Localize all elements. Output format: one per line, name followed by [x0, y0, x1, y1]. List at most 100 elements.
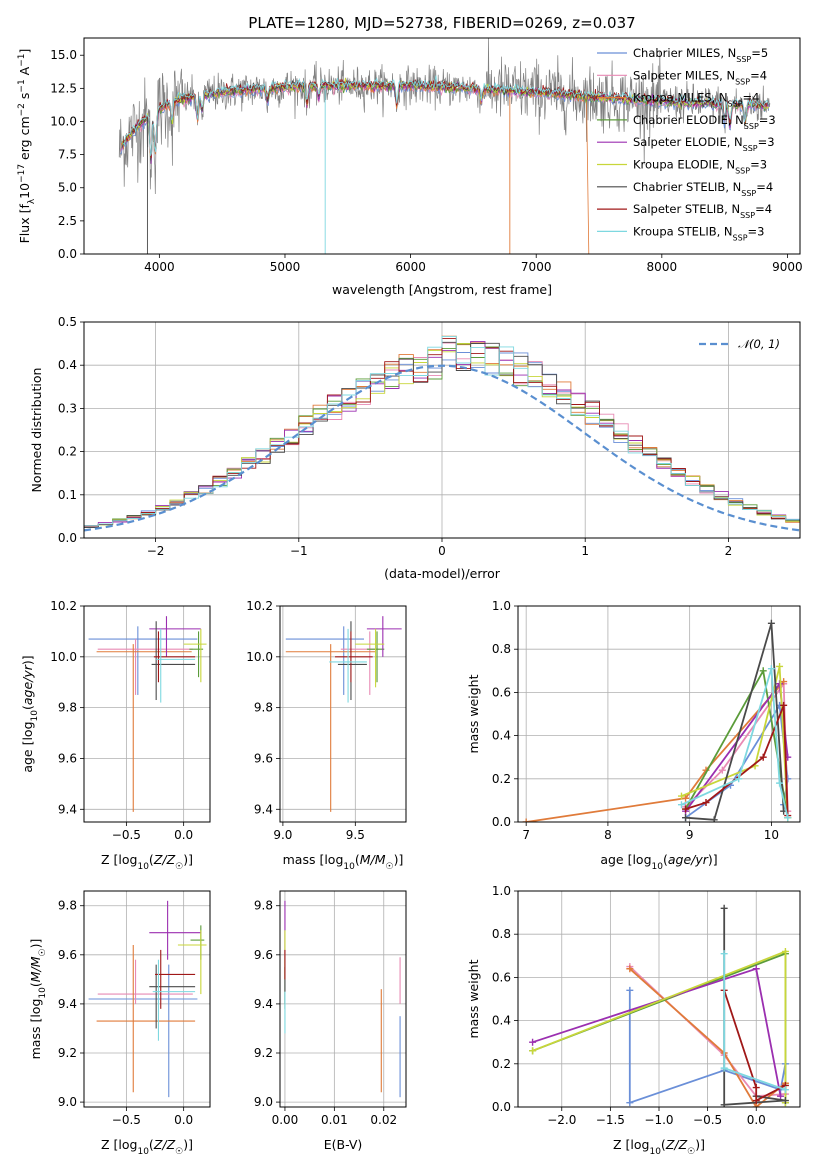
x-tick-label: −0.5: [693, 1113, 722, 1127]
axes-frame: [83, 37, 801, 255]
weight-marker: [682, 805, 690, 813]
x-tick-label: 5000: [270, 260, 301, 274]
x-tick-label: −1: [290, 544, 308, 558]
panel-weight_vs_age: 7 8 9 10 0.0 0.2 0.4 0.6 0.8 1.0: [492, 599, 801, 842]
y-tick-label: 2.5: [58, 214, 77, 228]
y-tick-label: 9.0: [58, 1095, 77, 1109]
y-tick-label: 0.3: [58, 401, 77, 415]
y-tick-label: 10.0: [50, 650, 77, 664]
x-axis-label: Z [log10(Z/Z☉)]: [101, 1137, 193, 1157]
weight-marker: [529, 1047, 537, 1055]
weight-marker: [752, 1097, 760, 1105]
errorbar-elodie_kroupa: [183, 628, 207, 683]
x-tick-label: 6000: [395, 260, 426, 274]
errorbar-stelib_salpeter: [155, 949, 196, 1009]
y-tick-label: 9.8: [254, 701, 273, 715]
x-tick-label: −1.0: [644, 1113, 673, 1127]
legend-entry: Kroupa ELODIE, NSSP=3: [633, 158, 767, 176]
y-tick-label: 10.2: [246, 599, 273, 613]
y-tick-label: 0.4: [492, 729, 511, 743]
weight-marker: [767, 665, 775, 673]
panel-mass_vs_EBV: 0.00 0.01 0.02 9.0 9.2 9.4 9.6 9.8: [254, 890, 407, 1127]
y-tick-label: 0.2: [58, 445, 77, 459]
axes-frame: [279, 890, 407, 1108]
y-tick-label: 10.2: [50, 599, 77, 613]
weight-marker: [720, 904, 728, 912]
panel-spectrum: 4000 5000 6000 7000 8000 9000 0.0 2.5 5.0 7.5 10.0…: [50, 37, 803, 274]
x-tick-label: 0.0: [747, 1113, 766, 1127]
errorbar-miles_kroupa: [96, 945, 196, 1093]
y-tick-label: 9.8: [254, 899, 273, 913]
normal-curve: [84, 364, 800, 532]
y-tick-label: 0.2: [492, 1057, 511, 1071]
plot-area: [88, 616, 207, 812]
errorbar-miles_chabrier: [285, 626, 364, 695]
y-tick-label: 0.2: [492, 772, 511, 786]
plot-area: [284, 900, 401, 1098]
plot-area: [88, 900, 207, 1098]
axes-frame: [83, 890, 211, 1108]
x-axis-label: E(B-V): [324, 1137, 363, 1152]
weight-line: [685, 623, 785, 821]
y-tick-label: 0.5: [58, 315, 77, 329]
series-elodie_salpeter: [682, 680, 792, 815]
weight-marker: [735, 775, 743, 783]
y-tick-label: 0.0: [492, 1100, 511, 1114]
chart-title: PLATE=1280, MJD=52738, FIBERID=0269, z=0…: [248, 14, 635, 32]
x-axis-label: mass [log10(M/M☉)]: [283, 852, 404, 872]
y-tick-label: 0.6: [492, 685, 511, 699]
x-tick-label: 0.01: [321, 1113, 348, 1127]
x-tick-label: 7: [522, 828, 530, 842]
x-axis-label: Z [log10(Z/Z☉)]: [613, 1137, 705, 1157]
errorbar-miles_salpeter: [97, 959, 193, 1004]
panel-residuals: −2 −1 0 1 2 0.0 0.1 0.2 0.3 0.4 0.5: [58, 315, 801, 558]
y-tick-label: 9.6: [254, 751, 273, 765]
weight-marker: [780, 678, 788, 686]
x-tick-label: 9.5: [346, 828, 365, 842]
legend-entry: Salpeter ELODIE, NSSP=3: [633, 135, 775, 153]
x-tick-label: −0.5: [112, 1113, 141, 1127]
weight-marker: [759, 753, 767, 761]
errorbar-stelib_kroupa: [329, 628, 367, 703]
y-tick-label: 0.1: [58, 488, 77, 502]
weight-marker: [702, 799, 710, 807]
x-tick-label: 7000: [521, 260, 552, 274]
plot-area: [522, 619, 792, 822]
x-tick-label: 2: [725, 544, 733, 558]
x-axis-label: (data-model)/error: [384, 566, 501, 581]
y-tick-label: 9.2: [254, 1046, 273, 1060]
y-tick-label: 9.4: [254, 802, 273, 816]
y-tick-label: 0.0: [58, 531, 77, 545]
x-tick-label: 9.0: [273, 828, 292, 842]
errorbar-elodie_salpeter: [366, 616, 402, 657]
weight-line: [684, 681, 789, 812]
weight-marker: [626, 986, 634, 994]
y-tick-label: 0.6: [492, 970, 511, 984]
weight-marker: [781, 947, 789, 955]
axes-frame: [83, 605, 211, 823]
y-tick-label: 9.6: [58, 751, 77, 765]
plot-area: [118, 38, 771, 254]
y-tick-label: 9.8: [58, 899, 77, 913]
plot-area: [285, 616, 402, 812]
y-tick-label: 0.0: [58, 247, 77, 261]
weight-marker: [718, 766, 726, 774]
legend-entry: Kroupa MILES, NSSP=4: [633, 91, 759, 109]
y-tick-label: 10.0: [50, 114, 77, 128]
y-tick-label: 9.2: [58, 1046, 77, 1060]
x-tick-label: 8: [604, 828, 612, 842]
weight-marker: [780, 701, 788, 709]
x-tick-label: 0.0: [174, 828, 193, 842]
y-tick-label: 9.6: [58, 948, 77, 962]
x-tick-label: −2.0: [547, 1113, 576, 1127]
x-tick-label: 0.02: [370, 1113, 397, 1127]
errorbar-miles_salpeter: [340, 631, 379, 695]
x-tick-label: 4000: [144, 260, 175, 274]
series-stelib_chabrier: [720, 904, 789, 1107]
errorbar-miles_kroupa: [285, 644, 376, 812]
x-tick-label: 9000: [772, 260, 803, 274]
panel-mass_vs_Z: −0.5 0.0 9.0 9.2 9.4 9.6 9.8: [58, 890, 211, 1127]
x-axis-label: Z [log10(Z/Z☉)]: [101, 852, 193, 872]
model-stelib_kroupa: [123, 75, 769, 156]
